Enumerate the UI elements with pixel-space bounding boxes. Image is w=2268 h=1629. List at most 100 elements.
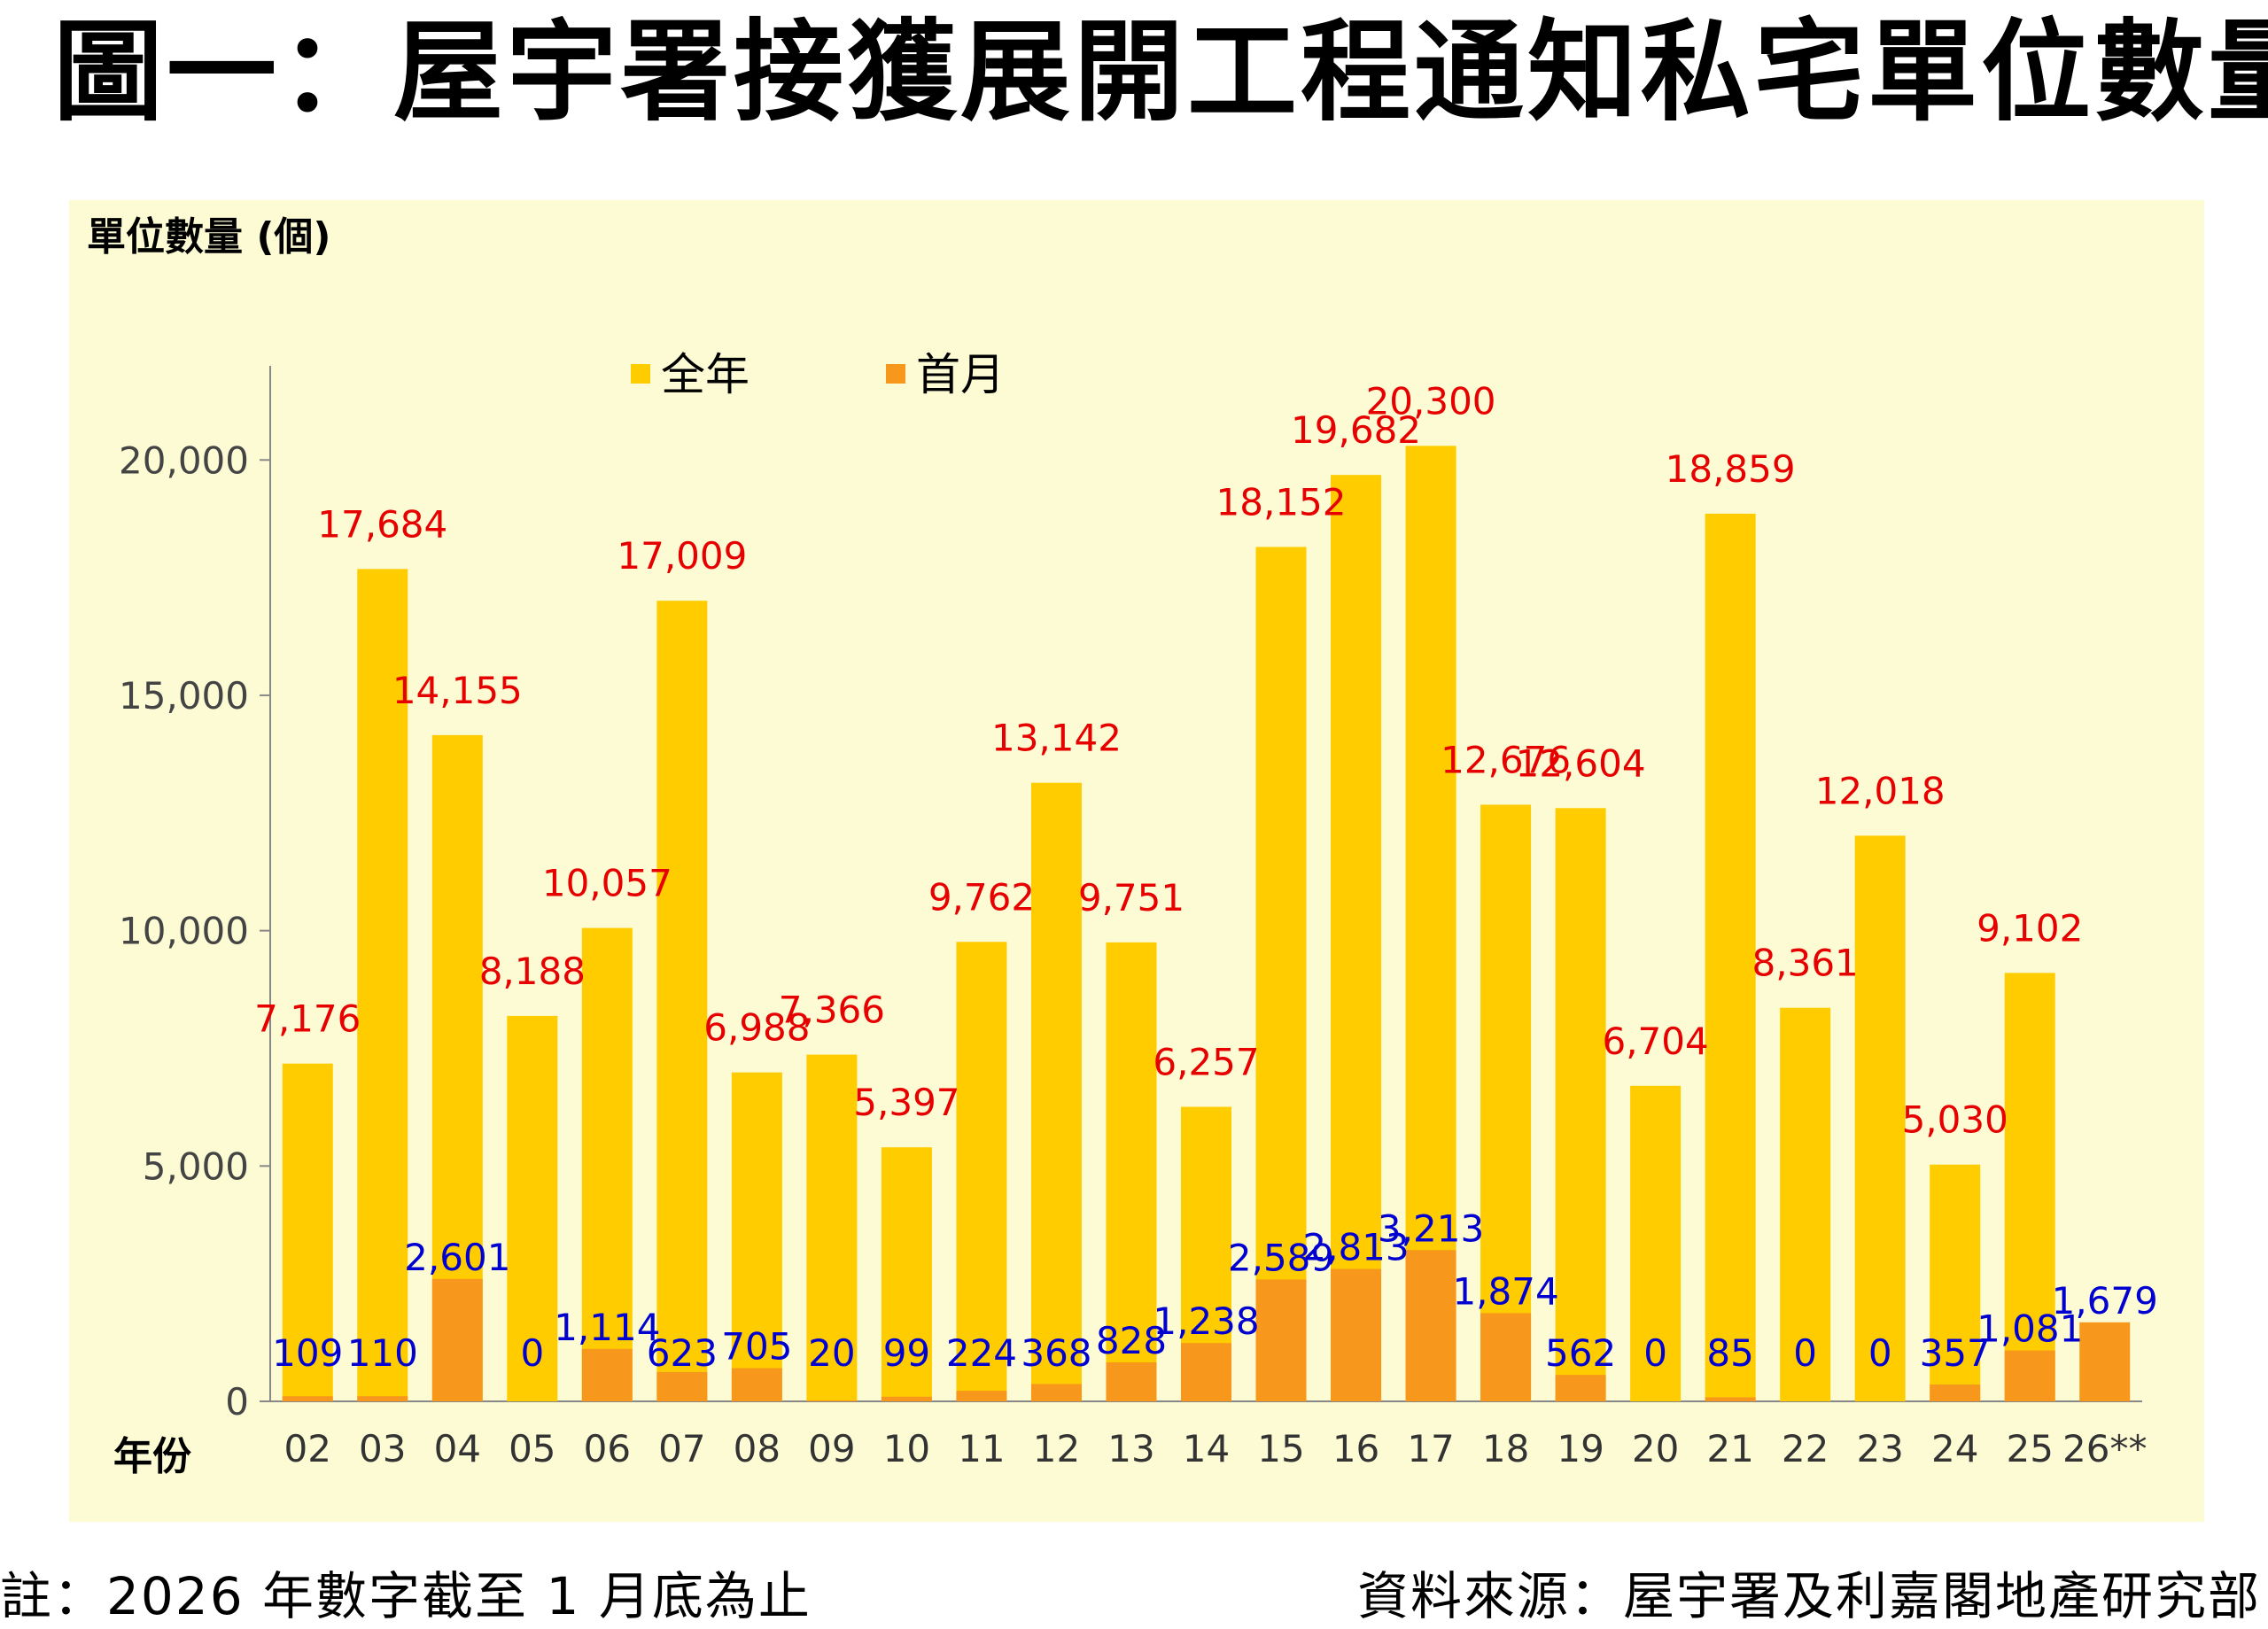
data-label-full-year: 6,704 [1602, 1020, 1708, 1063]
y-tick-label: 15,000 [119, 674, 249, 718]
x-tick-label: 05 [509, 1427, 555, 1470]
bars [282, 446, 2131, 1402]
data-label-first-month: 0 [520, 1331, 544, 1375]
data-label-full-year: 12,676 [1441, 738, 1571, 781]
data-label-first-month: 0 [1793, 1331, 1817, 1375]
source-note: 資料來源：屋宇署及利嘉閣地產研究部 [1356, 1566, 2261, 1626]
legend-label-full-year: 全年 [661, 349, 750, 400]
x-tick-label: 09 [808, 1427, 855, 1470]
bar-first-month [956, 1391, 1007, 1401]
data-label-first-month: 828 [1096, 1319, 1167, 1362]
data-label-first-month: 1,874 [1452, 1269, 1558, 1313]
bar-full-year [1930, 1164, 1981, 1401]
data-label-full-year: 5,397 [853, 1081, 959, 1124]
y-tick-label: 5,000 [143, 1144, 249, 1188]
data-label-first-month: 110 [347, 1331, 418, 1375]
data-label-full-year: 9,102 [1977, 906, 2083, 950]
bar-full-year [507, 1015, 558, 1401]
x-tick-label: 15 [1257, 1427, 1304, 1470]
bar-first-month [656, 1371, 708, 1401]
data-labels: 7,176 109 17,684 110 14,155 2,601 8,188 0 10,057… [254, 379, 2158, 1375]
bar-first-month [806, 1400, 858, 1401]
x-tick-label: 08 [734, 1427, 781, 1470]
x-tick-label: 21 [1706, 1427, 1753, 1470]
data-label-full-year: 20,300 [1366, 379, 1496, 423]
bar-first-month [731, 1368, 782, 1401]
data-label-full-year: 14,155 [392, 669, 523, 712]
bar-full-year [806, 1054, 858, 1401]
data-label-first-month: 2,813 [1302, 1226, 1409, 1269]
data-label-first-month: 1,081 [1977, 1307, 2083, 1351]
bar-full-year [1780, 1007, 1831, 1401]
data-label-full-year: 9,762 [928, 875, 1035, 919]
data-label-first-month: 2,601 [404, 1236, 510, 1279]
data-label-full-year: 6,988 [703, 1006, 810, 1050]
data-label-first-month: 1,114 [554, 1306, 660, 1349]
data-label-first-month: 562 [1545, 1331, 1616, 1375]
bar-full-year [1555, 808, 1606, 1401]
data-label-full-year: 7,366 [779, 989, 885, 1032]
data-label-full-year: 13,142 [991, 717, 1122, 760]
data-label-full-year: 17,009 [617, 534, 747, 578]
bar-full-year [956, 942, 1007, 1401]
x-tick-label: 06 [584, 1427, 631, 1470]
x-tick-label: 23 [1856, 1427, 1903, 1470]
bar-full-year [1630, 1085, 1682, 1401]
x-tick-label: 17 [1407, 1427, 1454, 1470]
x-tick-label: 20 [1632, 1427, 1679, 1470]
x-tick-label: 07 [658, 1427, 705, 1470]
data-label-first-month: 20 [808, 1331, 855, 1375]
data-label-first-month: 2,589 [1228, 1236, 1334, 1279]
data-label-first-month: 623 [647, 1331, 718, 1375]
bar-full-year [1255, 547, 1307, 1401]
legend-swatch-first-month [886, 364, 905, 384]
y-tick-label: 20,000 [119, 438, 249, 482]
data-label-first-month: 109 [272, 1331, 343, 1375]
bar-full-year [357, 569, 408, 1401]
bar-first-month [1405, 1250, 1456, 1401]
x-tick-label: 24 [1931, 1427, 1978, 1470]
x-tick-label: 10 [883, 1427, 930, 1470]
bar-first-month [1555, 1375, 1606, 1401]
data-label-full-year: 18,152 [1216, 480, 1347, 524]
bar-first-month [881, 1396, 932, 1401]
data-label-full-year: 9,751 [1078, 876, 1184, 919]
bar-full-year [1705, 513, 1756, 1401]
bar-full-year [2004, 973, 2055, 1401]
bar-first-month [1331, 1268, 1382, 1401]
bar-first-month [2004, 1350, 2055, 1401]
bar-full-year [656, 601, 708, 1401]
bar-full-year [881, 1147, 932, 1401]
data-label-full-year: 7,176 [254, 997, 361, 1041]
data-label-full-year: 17,684 [317, 502, 447, 546]
data-label-first-month: 705 [721, 1325, 792, 1369]
chart-title: 圖一：屋宇署接獲展開工程通知私宅單位數量 [53, 9, 2268, 136]
bar-first-month [1480, 1313, 1532, 1401]
data-label-first-month: 0 [1868, 1331, 1892, 1375]
x-tick-label: 11 [958, 1427, 1005, 1470]
bar-first-month [1030, 1384, 1082, 1401]
bar-first-month [1181, 1343, 1231, 1401]
data-label-full-year: 12,604 [1516, 741, 1646, 785]
data-label-full-year: 18,859 [1666, 447, 1796, 491]
x-tick-label: 18 [1482, 1427, 1529, 1470]
footnote: 註：2026 年數字截至 1 月底為止 [0, 1566, 812, 1626]
data-label-full-year: 19,682 [1291, 408, 1421, 452]
data-label-first-month: 99 [883, 1331, 930, 1375]
x-tick-label: 02 [284, 1427, 331, 1470]
bar-first-month [282, 1396, 333, 1401]
x-tick-label: 14 [1183, 1427, 1230, 1470]
x-tick-label: 22 [1782, 1427, 1829, 1470]
x-tick-label: 16 [1332, 1427, 1379, 1470]
legend: 全年 首月 [631, 349, 1005, 400]
x-tick-label: 12 [1033, 1427, 1080, 1470]
y-tick-label: 10,000 [119, 910, 249, 953]
data-label-first-month: 1,679 [2052, 1279, 2158, 1323]
bar-first-month [1106, 1362, 1157, 1401]
x-tick-label: 26** [2062, 1427, 2147, 1470]
x-tick-label: 19 [1557, 1427, 1604, 1470]
data-label-first-month: 1,238 [1153, 1299, 1259, 1343]
bar-first-month [2079, 1322, 2131, 1401]
bar-full-year [282, 1063, 333, 1401]
